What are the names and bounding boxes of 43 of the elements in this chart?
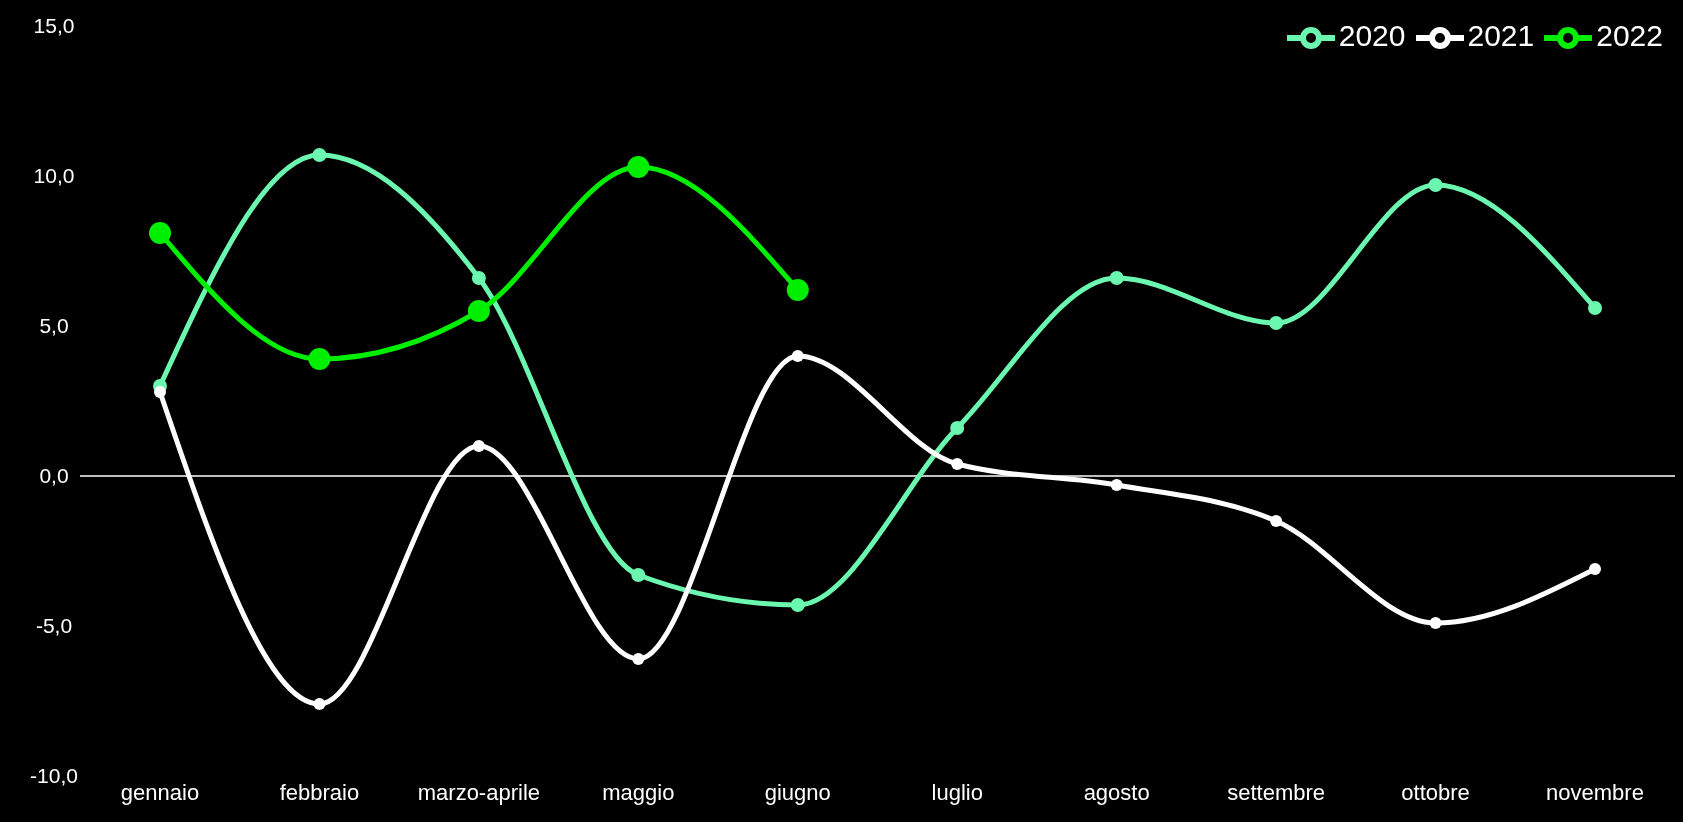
x-tick-label: agosto [1083,779,1150,805]
point [632,653,645,665]
point [1109,271,1124,285]
point [154,386,166,398]
point [791,350,804,362]
point [312,148,327,162]
x-tick-label: gennaio [120,779,200,805]
y-tick-label: 10,0 [33,164,75,188]
y-tick-label: 5,0 [39,314,69,338]
x-tick-label: settembre [1227,779,1326,805]
point [1429,617,1442,629]
point [467,300,490,322]
legend-label: 2020 [1338,18,1406,52]
x-tick-label: giugno [764,779,831,805]
x-tick-label: ottobre [1401,779,1470,805]
point [1588,301,1602,315]
point [1428,178,1443,192]
y-tick-label: -5,0 [35,614,73,638]
point [786,279,809,301]
point [308,348,331,370]
point [149,222,171,244]
point [1269,316,1284,330]
point [1270,515,1283,527]
point [950,421,965,435]
point [627,156,650,178]
legend-label: 2022 [1596,18,1663,52]
point [313,698,326,710]
point [1110,479,1123,491]
x-tick-label: maggio [602,779,675,805]
point [1589,563,1601,575]
y-tick-label: -10,0 [30,764,78,788]
legend-label: 2021 [1467,18,1535,52]
point [631,568,646,582]
x-tick-label: marzo-aprile [417,779,541,805]
x-tick-label: febbraio [279,779,360,805]
x-tick-label: luglio [931,779,983,805]
y-tick-label: 15,0 [33,14,75,38]
point [471,271,486,285]
point [790,598,805,612]
x-tick-label: novembre [1546,779,1644,805]
point [951,458,964,470]
point [472,440,485,452]
y-tick-label: 0,0 [39,464,69,488]
